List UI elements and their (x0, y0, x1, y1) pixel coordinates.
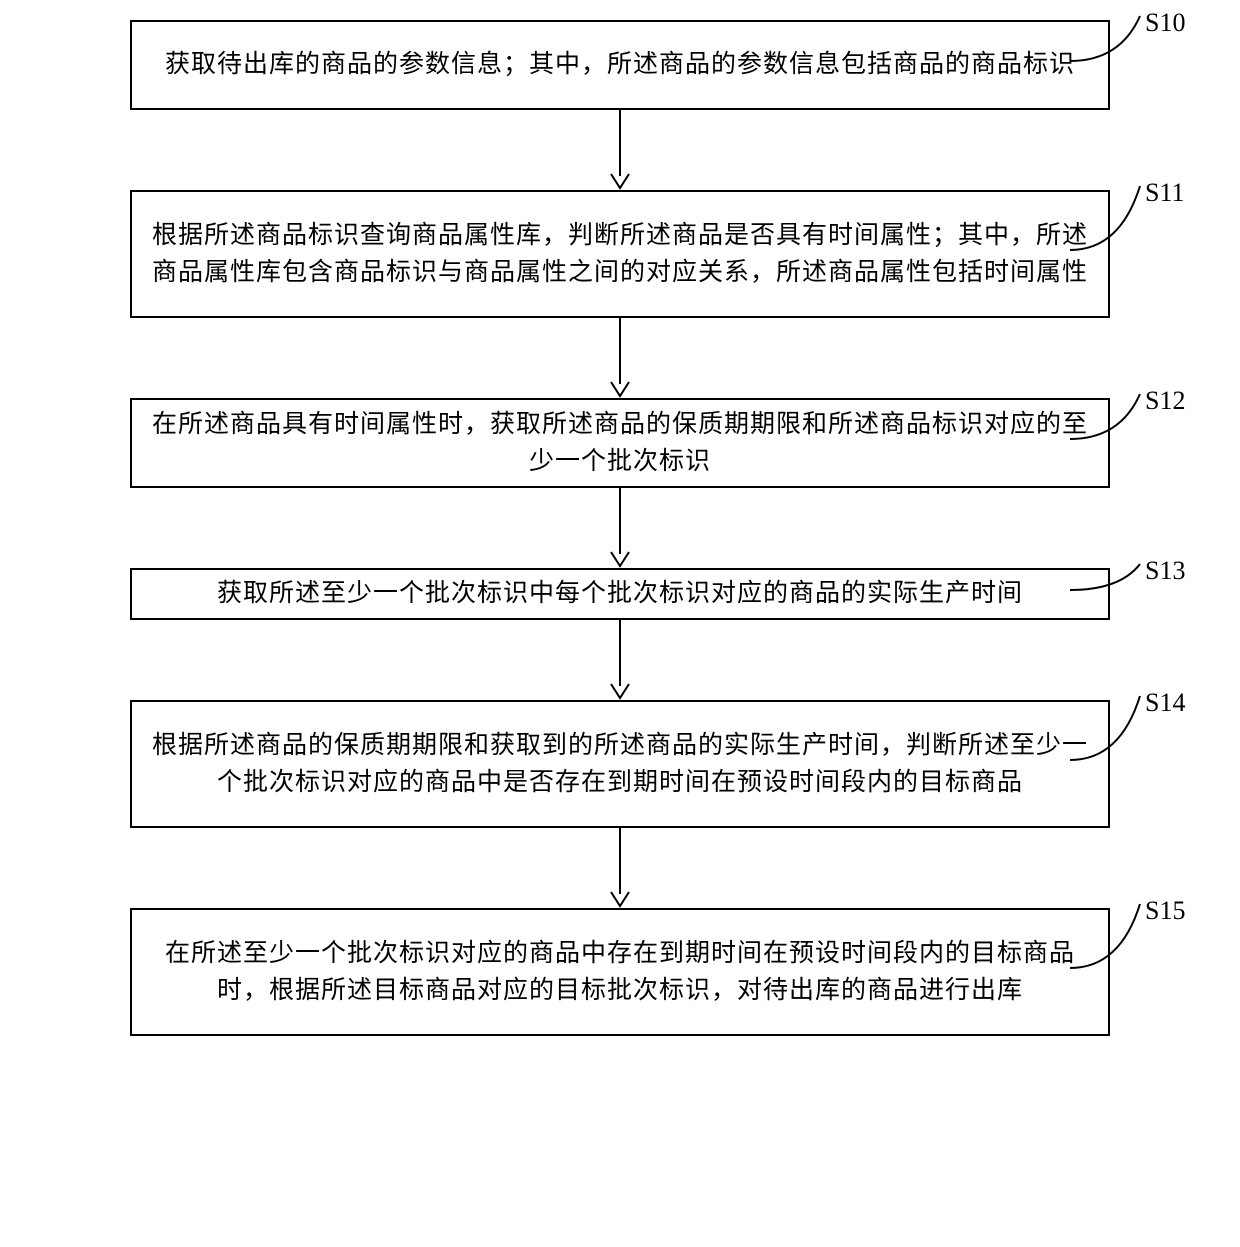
arrow-s12-s13 (130, 488, 1110, 568)
step-label-s15: S15 (1145, 896, 1185, 926)
step-label-s12: S12 (1145, 386, 1185, 416)
arrow-s13-s14 (130, 620, 1110, 700)
step-wrapper-s15: 在所述至少一个批次标识对应的商品中存在到期时间在预设时间段内的目标商品时，根据所… (50, 908, 1190, 1036)
arrow-s10-s11 (130, 110, 1110, 190)
step-wrapper-s13: 获取所述至少一个批次标识中每个批次标识对应的商品的实际生产时间 S13 (50, 568, 1190, 620)
step-wrapper-s14: 根据所述商品的保质期期限和获取到的所述商品的实际生产时间，判断所述至少一个批次标… (50, 700, 1190, 828)
arrow-s14-s15 (130, 828, 1110, 908)
step-text-s10: 获取待出库的商品的参数信息；其中，所述商品的参数信息包括商品的商品标识 (165, 46, 1075, 84)
arrow-s11-s12 (130, 318, 1110, 398)
step-box-s13: 获取所述至少一个批次标识中每个批次标识对应的商品的实际生产时间 (130, 568, 1110, 620)
step-text-s13: 获取所述至少一个批次标识中每个批次标识对应的商品的实际生产时间 (217, 575, 1023, 613)
step-text-s12: 在所述商品具有时间属性时，获取所述商品的保质期期限和所述商品标识对应的至少一个批… (152, 406, 1088, 481)
step-box-s10: 获取待出库的商品的参数信息；其中，所述商品的参数信息包括商品的商品标识 (130, 20, 1110, 110)
step-box-s11: 根据所述商品标识查询商品属性库，判断所述商品是否具有时间属性；其中，所述商品属性… (130, 190, 1110, 318)
step-text-s14: 根据所述商品的保质期期限和获取到的所述商品的实际生产时间，判断所述至少一个批次标… (152, 727, 1088, 802)
step-label-s10: S10 (1145, 8, 1185, 38)
step-label-s13: S13 (1145, 556, 1185, 586)
step-wrapper-s11: 根据所述商品标识查询商品属性库，判断所述商品是否具有时间属性；其中，所述商品属性… (50, 190, 1190, 318)
step-box-s15: 在所述至少一个批次标识对应的商品中存在到期时间在预设时间段内的目标商品时，根据所… (130, 908, 1110, 1036)
step-label-s11: S11 (1145, 178, 1185, 208)
step-wrapper-s10: 获取待出库的商品的参数信息；其中，所述商品的参数信息包括商品的商品标识 S10 (50, 20, 1190, 110)
step-text-s15: 在所述至少一个批次标识对应的商品中存在到期时间在预设时间段内的目标商品时，根据所… (152, 935, 1088, 1010)
step-box-s12: 在所述商品具有时间属性时，获取所述商品的保质期期限和所述商品标识对应的至少一个批… (130, 398, 1110, 488)
flowchart-container: 获取待出库的商品的参数信息；其中，所述商品的参数信息包括商品的商品标识 S10 … (50, 20, 1190, 1036)
step-label-s14: S14 (1145, 688, 1185, 718)
step-box-s14: 根据所述商品的保质期期限和获取到的所述商品的实际生产时间，判断所述至少一个批次标… (130, 700, 1110, 828)
step-text-s11: 根据所述商品标识查询商品属性库，判断所述商品是否具有时间属性；其中，所述商品属性… (152, 217, 1088, 292)
step-wrapper-s12: 在所述商品具有时间属性时，获取所述商品的保质期期限和所述商品标识对应的至少一个批… (50, 398, 1190, 488)
